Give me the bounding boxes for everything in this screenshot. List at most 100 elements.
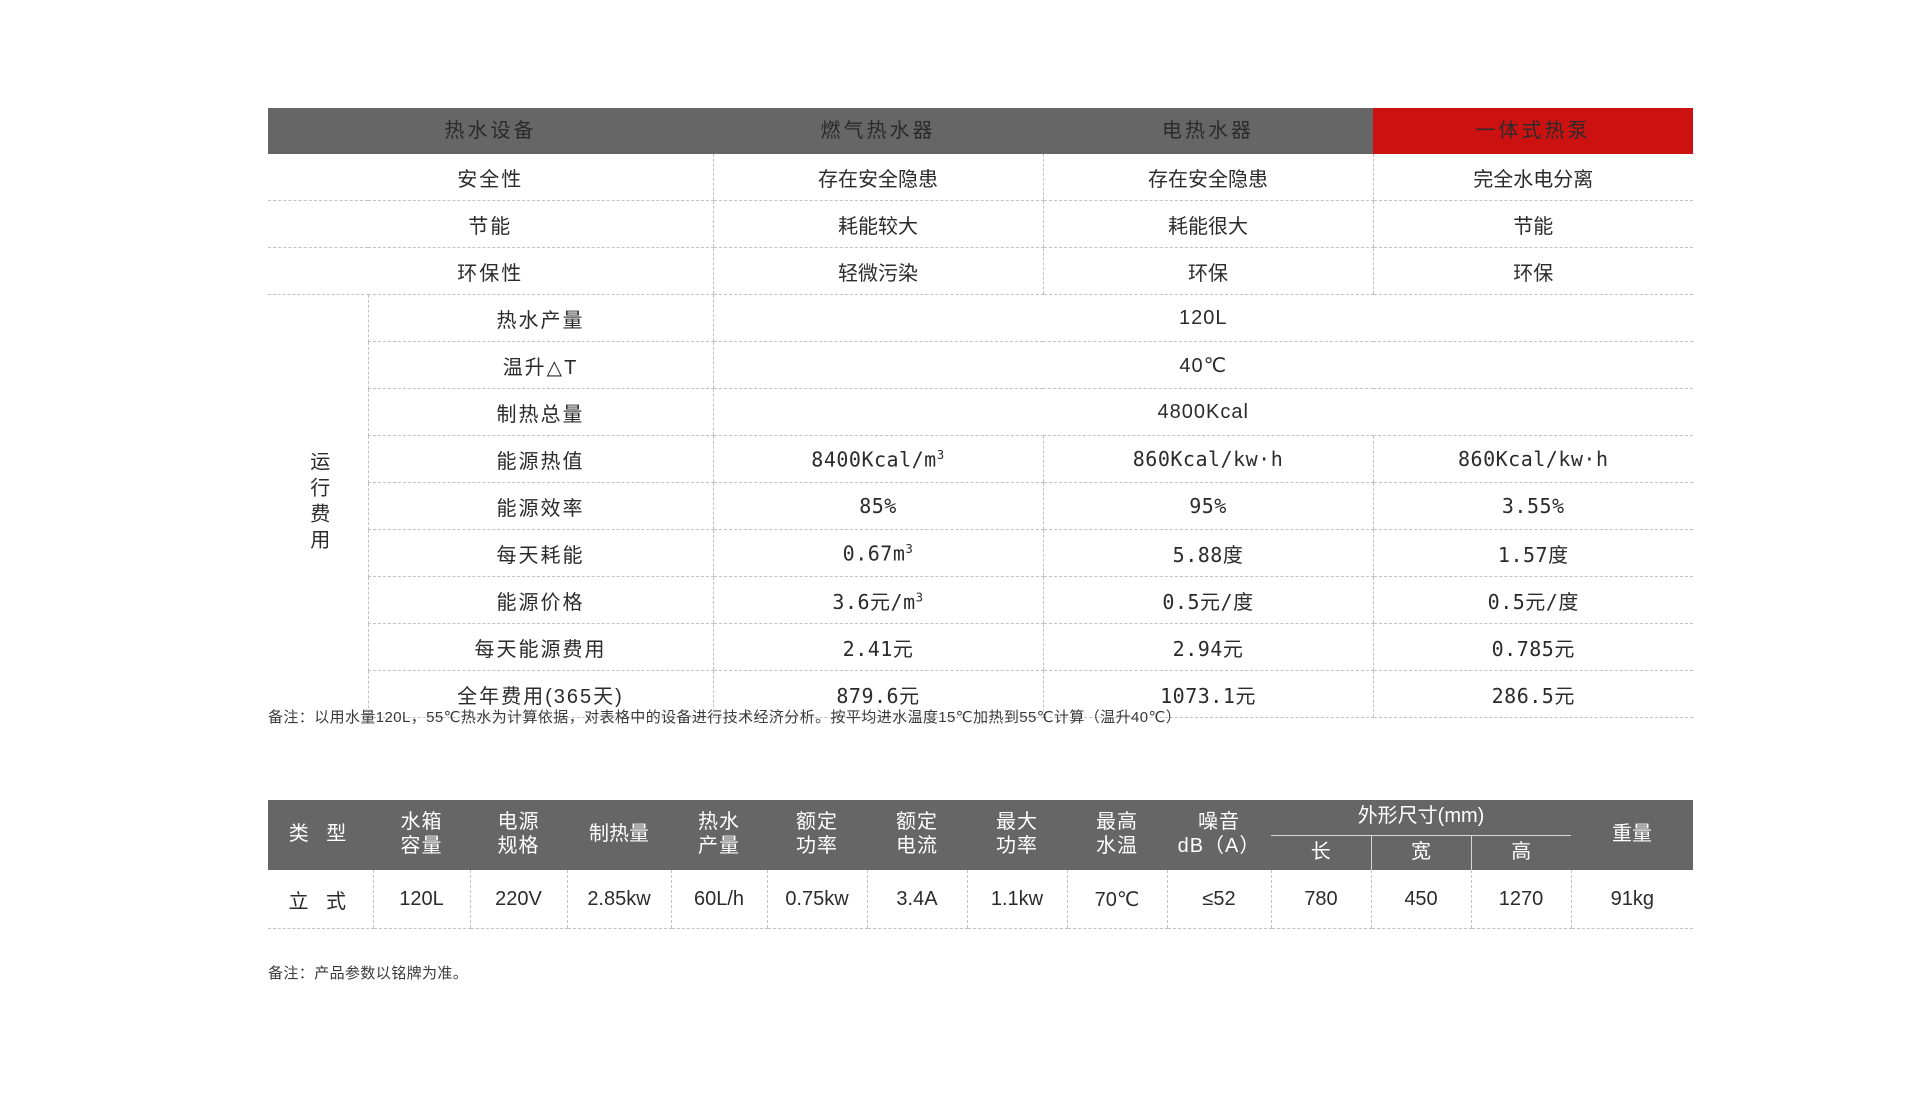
comparison-table: 热水设备 燃气热水器 电热水器 一体式热泵 安全性 存在安全隐患 存在安全隐患 … <box>268 108 1693 718</box>
spec-header-rated-current-l1: 额定 <box>896 811 938 834</box>
spec-header-power-spec-l2: 规格 <box>497 835 540 857</box>
spec-header-weight: 重量 <box>1571 800 1694 870</box>
row-label-annual-cost: 全年费用(365天) <box>367 670 713 718</box>
table-row: 能源价格 3.6元/m3 0.5元/度 0.5元/度 <box>268 576 1693 624</box>
cell-gas-energy-price: 3.6元/m3 <box>712 576 1043 624</box>
spec-header-dimensions: 外形尺寸(mm) <box>1271 800 1572 835</box>
spec-header-max-temp: 最高 水温 <box>1067 800 1167 870</box>
spec-header-tank-capacity: 水箱 容量 <box>373 800 470 870</box>
comparison-table-wrapper: 热水设备 燃气热水器 电热水器 一体式热泵 安全性 存在安全隐患 存在安全隐患 … <box>268 108 1693 718</box>
comparison-table-note: 备注：以用水量120L，55℃热水为计算依据，对表格中的设备进行技术经济分析。按… <box>268 709 1182 726</box>
spec-header-max-temp-l2: 水温 <box>1096 835 1138 857</box>
cell-heatpump-daily-cost: 0.785元 <box>1372 623 1693 671</box>
cell-gas-eco: 轻微污染 <box>712 247 1043 295</box>
cell-heatpump-energysave: 节能 <box>1372 200 1693 248</box>
table-row: 每天能源费用 2.41元 2.94元 0.785元 <box>268 623 1693 671</box>
spec-header-tank-capacity-l1: 水箱 <box>400 811 443 834</box>
table-row: 温升△T 40℃ <box>268 341 1693 389</box>
spec-header-hot-water-l2: 产量 <box>698 835 740 857</box>
row-label-energysave: 节能 <box>268 200 713 248</box>
spec-header-dim-height: 高 <box>1470 834 1572 870</box>
row-label-total-heat: 制热总量 <box>367 388 713 436</box>
cell-electric-daily-consumption: 5.88度 <box>1042 529 1373 577</box>
cell-electric-efficiency: 95% <box>1042 482 1373 530</box>
spec-header-dim-width: 宽 <box>1370 834 1471 870</box>
header-cell-heatpump: 一体式热泵 <box>1373 108 1693 154</box>
group-label-operating-cost-cell: 运行费用 <box>268 295 368 718</box>
spec-data-row: 立 式 120L 220V 2.85kw 60L/h 0.75kw 3.4A 1… <box>268 870 1694 929</box>
spec-header-heating-capacity: 制热量 <box>567 800 671 870</box>
cell-gas-daily-cost: 2.41元 <box>712 623 1043 671</box>
cell-heatpump-energy-price: 0.5元/度 <box>1372 576 1693 624</box>
row-label-daily-consumption: 每天耗能 <box>367 529 713 577</box>
row-label-temp-rise: 温升△T <box>367 341 713 389</box>
spec-header-rated-power-l1: 额定 <box>796 811 838 834</box>
spec-header-max-power-l1: 最大 <box>996 811 1038 834</box>
spec-cell-power-spec: 220V <box>469 870 567 929</box>
spec-table: 类 型 水箱 容量 电源 规格 制热量 热水 产量 额定 <box>268 800 1694 929</box>
table-row: 运行费用 热水产量 120L <box>268 294 1693 555</box>
table-row: 全年费用(365天) 879.6元 1073.1元 286.5元 <box>268 670 1693 718</box>
spec-header-row-top: 类 型 水箱 容量 电源 规格 制热量 热水 产量 额定 <box>268 800 1694 870</box>
spec-cell-weight: 91kg <box>1570 870 1694 929</box>
cell-electric-annual-cost: 1073.1元 <box>1042 670 1373 718</box>
spec-cell-max-power: 1.1kw <box>966 870 1067 929</box>
cell-heatpump-energy-value: 860Kcal/kw·h <box>1372 435 1693 483</box>
table-row: 安全性 存在安全隐患 存在安全隐患 完全水电分离 <box>268 154 1693 201</box>
cell-gas-daily-consumption: 0.67m3 <box>712 529 1043 577</box>
spec-header-noise-l2: dB（A） <box>1177 835 1261 857</box>
spec-header-max-temp-l1: 最高 <box>1096 811 1138 834</box>
cell-merged-total-heat: 4800Kcal <box>712 388 1693 436</box>
cell-gas-energy-value-sup: 3 <box>936 446 945 462</box>
cell-heatpump-safety: 完全水电分离 <box>1372 154 1693 201</box>
spec-table-wrapper: 类 型 水箱 容量 电源 规格 制热量 热水 产量 额定 <box>268 800 1694 929</box>
cell-gas-daily-consumption-text: 0.67m <box>842 541 906 566</box>
cell-gas-annual-cost: 879.6元 <box>712 670 1043 718</box>
cell-merged-temp-rise: 40℃ <box>712 341 1693 389</box>
row-label-energy-value: 能源热值 <box>367 435 713 483</box>
cell-merged-hotwater-output: 120L <box>712 294 1693 342</box>
cell-heatpump-daily-consumption: 1.57度 <box>1372 529 1693 577</box>
table-row: 制热总量 4800Kcal <box>268 388 1693 436</box>
row-label-daily-cost: 每天能源费用 <box>367 623 713 671</box>
spec-header-rated-current: 额定 电流 <box>867 800 967 870</box>
cell-gas-efficiency: 85% <box>712 482 1043 530</box>
cell-gas-energy-price-text: 3.6元/m <box>832 589 916 614</box>
cell-electric-daily-cost: 2.94元 <box>1042 623 1373 671</box>
spec-header-rated-current-l2: 电流 <box>896 835 938 857</box>
spec-header-tank-capacity-l2: 容量 <box>400 835 443 857</box>
group-label-operating-cost: 运行费用 <box>306 451 329 556</box>
cell-gas-energy-price-sup: 3 <box>915 588 924 604</box>
spec-table-note: 备注：产品参数以铭牌为准。 <box>268 965 469 982</box>
spec-cell-hot-water: 60L/h <box>670 870 767 929</box>
cell-electric-energy-value: 860Kcal/kw·h <box>1042 435 1373 483</box>
cell-gas-energysave: 耗能较大 <box>712 200 1043 248</box>
spec-header-row-sub: 长 宽 高 <box>268 834 1693 870</box>
spec-header-max-power-l2: 功率 <box>996 835 1038 857</box>
cell-electric-energy-price: 0.5元/度 <box>1042 576 1373 624</box>
spec-cell-dim-width: 450 <box>1370 870 1471 929</box>
cell-gas-energy-value: 8400Kcal/m3 <box>712 435 1043 483</box>
spec-cell-tank-capacity: 120L <box>372 870 470 929</box>
table-row: 环保性 轻微污染 环保 环保 <box>268 247 1693 295</box>
spec-header-rated-power: 额定 功率 <box>767 800 867 870</box>
spec-cell-rated-power: 0.75kw <box>766 870 867 929</box>
spec-header-hot-water-l1: 热水 <box>698 811 740 834</box>
cell-heatpump-annual-cost: 286.5元 <box>1372 670 1693 718</box>
spec-header-max-power: 最大 功率 <box>967 800 1067 870</box>
table-row: 能源热值 8400Kcal/m3 860Kcal/kw·h 860Kcal/kw… <box>268 435 1693 483</box>
cell-electric-energysave: 耗能很大 <box>1042 200 1373 248</box>
spec-header-noise-l1: 噪音 <box>1198 811 1240 834</box>
cell-gas-energy-value-text: 8400Kcal/m <box>811 447 937 472</box>
header-cell-gas: 燃气热水器 <box>713 108 1043 154</box>
row-label-energy-price: 能源价格 <box>367 576 713 624</box>
comparison-header-row: 热水设备 燃气热水器 电热水器 一体式热泵 <box>268 108 1693 154</box>
row-label-efficiency: 能源效率 <box>367 482 713 530</box>
spec-header-power-spec-l1: 电源 <box>497 811 540 834</box>
spec-cell-heating-capacity: 2.85kw <box>566 870 671 929</box>
table-row: 能源效率 85% 95% 3.55% <box>268 482 1693 530</box>
cell-heatpump-efficiency: 3.55% <box>1372 482 1693 530</box>
spec-cell-type: 立 式 <box>268 870 373 929</box>
spec-cell-max-temp: 70℃ <box>1066 870 1167 929</box>
